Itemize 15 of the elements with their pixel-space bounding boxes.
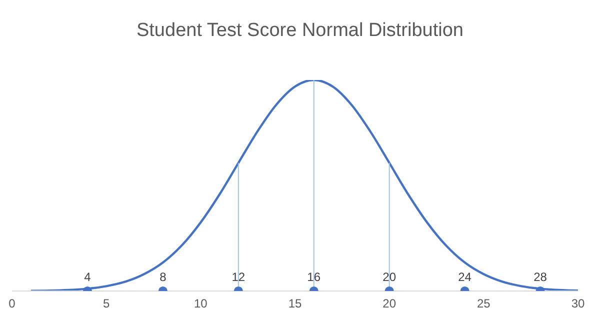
annotation: 28	[534, 270, 548, 284]
x-tick-label: 10	[194, 296, 208, 311]
annotation: 8	[160, 270, 167, 284]
annotation: 16	[307, 270, 321, 284]
annotation: 12	[232, 270, 246, 284]
annotation: 24	[458, 270, 472, 284]
x-tick-label: 0	[8, 296, 16, 311]
x-tick-label: 30	[571, 296, 585, 311]
x-tick-label: 20	[382, 296, 396, 311]
chart-title: Student Test Score Normal Distribution	[135, 19, 465, 43]
annotation: 20	[382, 270, 396, 284]
x-tick-label: 5	[102, 296, 110, 311]
x-tick-label: 25	[476, 296, 491, 311]
x-tick-label: 15	[288, 296, 302, 311]
annotation: 4	[84, 270, 92, 284]
